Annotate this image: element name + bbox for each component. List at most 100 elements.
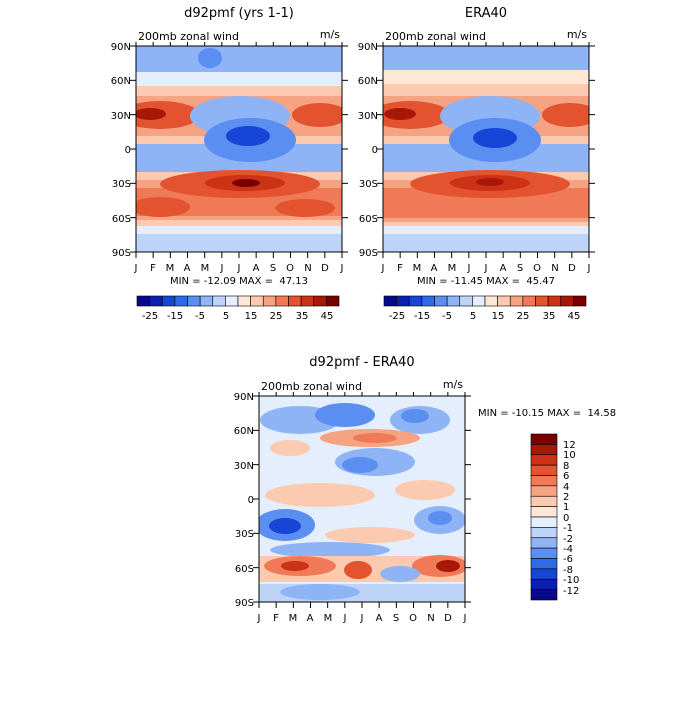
blob-pos xyxy=(344,561,372,579)
panel-model-colorbar xyxy=(136,295,340,307)
colorbar-label: 12 xyxy=(563,440,576,451)
colorbar-label: 8 xyxy=(563,461,569,472)
colorbar-swatch xyxy=(136,295,150,307)
colorbar-swatch xyxy=(459,295,473,307)
panel-era40-x-axis: J F M A M J J A S O N D J xyxy=(381,263,591,274)
colorbar-swatch xyxy=(446,295,461,307)
colorbar-swatch xyxy=(396,295,410,307)
colorbar-swatch xyxy=(472,295,486,307)
xtick-label: M xyxy=(166,263,175,274)
colorbar-label: -8 xyxy=(563,565,573,576)
colorbar-swatch xyxy=(530,444,558,456)
blob-pos xyxy=(281,561,309,571)
ytick-label: 30S xyxy=(235,529,254,540)
xtick-label: N xyxy=(551,263,558,274)
panel-era40-stats: MIN = -11.45 MAX = 45.47 xyxy=(417,276,555,287)
xtick-label: J xyxy=(467,263,471,274)
xtick-label: J xyxy=(360,613,364,624)
xtick-label: M xyxy=(324,613,333,624)
panel-era40-units: m/s xyxy=(567,28,587,41)
colorbar-label: -12 xyxy=(563,586,579,597)
blob-n-east xyxy=(542,103,589,127)
tick-marks xyxy=(130,42,348,258)
colorbar-swatch xyxy=(149,295,163,307)
xtick-label: D xyxy=(568,263,576,274)
panel-model-x-axis: J F M A M J J A S O N D J xyxy=(134,263,344,274)
colorbar-label: 15 xyxy=(245,311,258,322)
panel-model: d92pmf (yrs 1-1) 200mb zonal wind m/s xyxy=(111,6,344,322)
blob-pos xyxy=(395,480,455,500)
blob-s-west xyxy=(136,197,190,217)
colorbar-swatch xyxy=(530,475,558,487)
xtick-label: A xyxy=(253,263,260,274)
colorbar-swatch xyxy=(434,295,448,307)
blob-s-jet-max xyxy=(232,179,260,187)
xtick-label: S xyxy=(270,263,276,274)
colorbar-swatch xyxy=(530,464,558,476)
xtick-label: A xyxy=(184,263,191,274)
colorbar-label: -25 xyxy=(389,311,405,322)
xtick-label: N xyxy=(427,613,434,624)
panel-difference-units: m/s xyxy=(443,378,463,391)
xtick-label: S xyxy=(393,613,399,624)
colorbar-label: 25 xyxy=(517,311,530,322)
xtick-label: J xyxy=(381,263,385,274)
blob-eq-core xyxy=(226,126,270,146)
colorbar-label: -5 xyxy=(442,311,452,322)
colorbar-swatch xyxy=(199,295,214,307)
colorbar-label: 10 xyxy=(563,450,576,461)
colorbar-swatch xyxy=(560,295,574,307)
xtick-label: A xyxy=(431,263,438,274)
panel-difference-title: d92pmf - ERA40 xyxy=(309,355,414,370)
ytick-label: 30N xyxy=(234,461,254,472)
panel-difference-field xyxy=(259,396,465,602)
ytick-label: 60N xyxy=(111,76,131,87)
colorbar-swatch xyxy=(383,295,397,307)
panel-model-colorbar-labels: -25 -15 -5 5 15 25 35 45 xyxy=(142,311,334,322)
colorbar-label: 4 xyxy=(563,482,569,493)
colorbar-swatch xyxy=(530,527,558,539)
blob-pos xyxy=(265,483,375,507)
xtick-label: J xyxy=(484,263,488,274)
panel-model-units: m/s xyxy=(320,28,340,41)
xtick-label: D xyxy=(321,263,329,274)
colorbar-label: 5 xyxy=(223,311,229,322)
colorbar-swatch xyxy=(530,495,558,507)
panel-difference-colorbar-labels: 12 10 8 6 4 2 1 0 -1 -2 -4 -6 -8 -10 -12 xyxy=(563,440,579,597)
ytick-label: 30N xyxy=(111,111,131,122)
tick-marks xyxy=(377,42,595,258)
xtick-label: F xyxy=(273,613,279,624)
ytick-label: 90N xyxy=(358,42,378,53)
panel-difference-y-axis: 90N 60N 30N 0 30S 60S 90S xyxy=(234,392,254,609)
colorbar-label: 35 xyxy=(296,311,309,322)
colorbar-swatch xyxy=(161,295,176,307)
colorbar-label: 0 xyxy=(563,513,569,524)
colorbar-swatch xyxy=(530,485,558,497)
colorbar-swatch xyxy=(530,506,558,518)
colorbar-swatch xyxy=(212,295,226,307)
colorbar-swatch xyxy=(535,295,549,307)
ytick-label: 90N xyxy=(234,392,254,403)
panel-era40-y-axis: 90N 60N 30N 0 30S 60S 90S xyxy=(358,42,378,259)
colorbar-swatch xyxy=(530,516,558,528)
panel-era40-title: ERA40 xyxy=(465,6,507,21)
colorbar-label: 45 xyxy=(321,311,334,322)
blob-n-east xyxy=(292,103,342,127)
blob-s-east xyxy=(275,199,335,217)
colorbar-label: -10 xyxy=(563,575,579,586)
ytick-label: 60S xyxy=(235,564,254,575)
panel-era40-subtitle: 200mb zonal wind xyxy=(385,30,486,43)
colorbar-swatch xyxy=(237,295,251,307)
blob-neg xyxy=(401,409,429,423)
blob-neg xyxy=(270,542,390,558)
panel-difference-x-axis: J F M A M J J A S O N D J xyxy=(257,613,467,624)
blob-pos xyxy=(270,440,310,456)
blob-n-west-core xyxy=(136,108,166,120)
colorbar-label: -15 xyxy=(414,311,430,322)
ytick-label: 60S xyxy=(112,214,131,225)
colorbar-label: -2 xyxy=(563,534,573,545)
colorbar-label: -4 xyxy=(563,544,573,555)
panel-era40-field xyxy=(383,46,589,252)
blob-eq-core xyxy=(473,128,517,148)
